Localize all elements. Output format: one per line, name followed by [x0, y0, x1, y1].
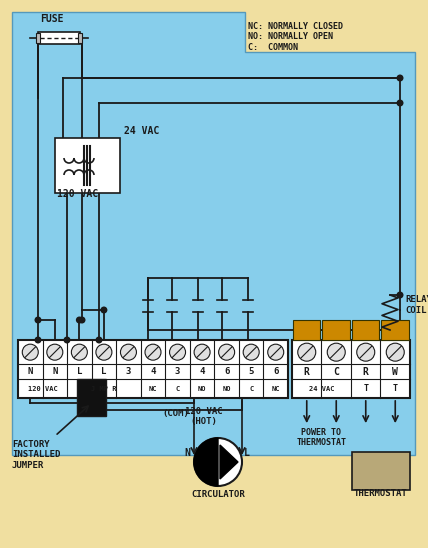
Circle shape — [396, 100, 404, 106]
Circle shape — [386, 343, 404, 361]
Text: 4: 4 — [150, 367, 156, 376]
Circle shape — [78, 317, 86, 323]
Text: C: C — [175, 386, 180, 392]
Circle shape — [357, 343, 375, 361]
Text: L: L — [244, 448, 250, 458]
Circle shape — [71, 344, 87, 360]
Text: NC: NORMALLY CLOSED
NO: NORMALLY OPEN
C:  COMMON: NC: NORMALLY CLOSED NO: NORMALLY OPEN C:… — [248, 22, 343, 52]
Text: 120 VAC: 120 VAC — [28, 386, 57, 392]
Bar — [323, 320, 350, 340]
Circle shape — [35, 317, 42, 323]
Circle shape — [95, 336, 102, 344]
Circle shape — [76, 317, 83, 323]
Circle shape — [396, 292, 404, 299]
Bar — [36, 33, 40, 43]
Bar — [352, 320, 380, 340]
Text: 6: 6 — [224, 367, 229, 376]
Text: 3: 3 — [175, 367, 180, 376]
Polygon shape — [220, 445, 238, 479]
Circle shape — [145, 344, 161, 360]
Text: 24 VAC: 24 VAC — [309, 386, 334, 392]
Bar — [78, 33, 82, 43]
Circle shape — [298, 343, 316, 361]
Text: N: N — [27, 367, 33, 376]
Circle shape — [194, 438, 242, 486]
Circle shape — [63, 336, 71, 344]
Text: NC: NC — [271, 386, 280, 392]
Bar — [55, 138, 120, 193]
Circle shape — [194, 344, 210, 360]
Polygon shape — [12, 12, 415, 455]
Text: R: R — [363, 367, 369, 377]
Circle shape — [327, 343, 345, 361]
Bar — [18, 340, 288, 398]
Text: 3: 3 — [126, 367, 131, 376]
Text: 24 VAC: 24 VAC — [124, 126, 159, 136]
Bar — [292, 340, 410, 398]
Circle shape — [243, 344, 259, 360]
Text: 5: 5 — [249, 367, 254, 376]
Text: (COM): (COM) — [163, 409, 190, 418]
Circle shape — [47, 344, 63, 360]
Text: W: W — [392, 367, 398, 377]
Text: NO: NO — [198, 386, 206, 392]
Text: C: C — [333, 367, 339, 377]
Text: FUSE: FUSE — [40, 14, 63, 24]
Text: 120 VAC: 120 VAC — [57, 189, 98, 199]
Circle shape — [396, 75, 404, 82]
Text: T: T — [393, 384, 398, 393]
Text: N: N — [184, 448, 190, 458]
Bar — [77, 379, 107, 416]
Circle shape — [219, 344, 235, 360]
Circle shape — [22, 344, 38, 360]
Text: FACTORY
INSTALLED
JUMPER: FACTORY INSTALLED JUMPER — [12, 440, 60, 470]
Text: THERMOSTAT: THERMOSTAT — [354, 489, 408, 498]
Text: L: L — [77, 367, 82, 376]
Text: R: R — [304, 367, 310, 377]
Circle shape — [96, 344, 112, 360]
Text: CIRCULATOR: CIRCULATOR — [191, 490, 245, 499]
Text: T: T — [363, 384, 368, 393]
Circle shape — [268, 344, 284, 360]
Text: J MP R: J MP R — [91, 386, 117, 392]
Text: 4: 4 — [199, 367, 205, 376]
Bar — [38, 32, 80, 44]
Text: C: C — [249, 386, 253, 392]
Circle shape — [101, 306, 107, 313]
Text: 6: 6 — [273, 367, 279, 376]
Text: NO: NO — [223, 386, 231, 392]
Text: POWER TO
THERMOSTAT: POWER TO THERMOSTAT — [297, 428, 347, 447]
Circle shape — [169, 344, 186, 360]
Circle shape — [35, 336, 42, 344]
Bar — [352, 452, 410, 490]
Bar — [293, 320, 321, 340]
Circle shape — [120, 344, 137, 360]
Text: 120 VAC
(HOT): 120 VAC (HOT) — [185, 407, 223, 426]
Text: NC: NC — [149, 386, 157, 392]
Bar — [381, 320, 409, 340]
Text: RELAY
COIL: RELAY COIL — [405, 295, 428, 315]
Text: N: N — [52, 367, 57, 376]
Text: L: L — [101, 367, 107, 376]
Polygon shape — [194, 438, 218, 486]
